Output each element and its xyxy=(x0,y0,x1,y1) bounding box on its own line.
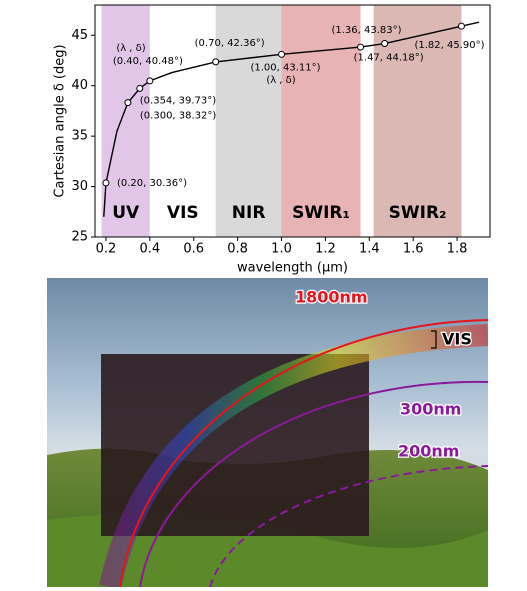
point xyxy=(381,40,389,48)
x-tick-label: 1.0 xyxy=(271,242,292,257)
photo-label: 200nm xyxy=(398,442,459,461)
point-label: (1.00, 43.11°) xyxy=(250,62,320,73)
y-tick-label: 45 xyxy=(71,28,88,43)
annotation: (λ , δ) xyxy=(116,43,145,54)
region-label: SWIR₁ xyxy=(292,203,350,223)
photo-label: 300nm xyxy=(400,400,461,419)
y-tick-label: 40 xyxy=(71,78,88,93)
point-label: (1.36, 43.83°) xyxy=(331,25,401,36)
x-tick-label: 0.8 xyxy=(227,242,248,257)
y-tick-label: 25 xyxy=(71,230,88,245)
point-label: (1.82, 45.90°) xyxy=(414,40,484,51)
point-label: (0.20, 30.36°) xyxy=(117,178,187,189)
point-label: (0.40, 40.48°) xyxy=(113,56,183,67)
point xyxy=(136,84,144,92)
region-label: NIR xyxy=(232,203,266,223)
point xyxy=(102,179,110,187)
region xyxy=(373,5,462,237)
point xyxy=(457,22,465,30)
region-label: VIS xyxy=(167,203,199,223)
y-tick-label: 30 xyxy=(71,179,88,194)
photo-label: 1800nm xyxy=(295,288,368,307)
point-label: (0.300, 38.32°) xyxy=(140,111,217,122)
y-axis-label: Cartesian angle δ (deg) xyxy=(53,44,68,197)
annotation: (λ , δ) xyxy=(266,75,295,86)
x-tick-label: 1.2 xyxy=(315,242,336,257)
point-label: (0.70, 42.36°) xyxy=(195,38,265,49)
point xyxy=(146,77,154,85)
region-label: UV xyxy=(112,203,140,223)
y-tick-label: 35 xyxy=(71,129,88,144)
point xyxy=(212,58,220,66)
point-label: (0.354, 39.73°) xyxy=(140,95,217,106)
point xyxy=(357,43,365,51)
region xyxy=(281,5,361,237)
region xyxy=(149,5,216,237)
photo-label: VIS xyxy=(442,330,472,349)
photo: 1800nm VIS 300nm 200nm xyxy=(47,278,488,587)
point xyxy=(278,50,286,58)
point xyxy=(124,99,132,107)
region-label: SWIR₂ xyxy=(389,203,447,223)
x-tick-label: 0.2 xyxy=(96,242,117,257)
point-label: (1.47, 44.18°) xyxy=(354,53,424,64)
x-tick-label: 1.6 xyxy=(403,242,424,257)
region xyxy=(215,5,282,237)
x-tick-label: 1.8 xyxy=(447,242,468,257)
region xyxy=(101,5,150,237)
x-tick-label: 1.4 xyxy=(359,242,380,257)
x-tick-label: 0.4 xyxy=(140,242,161,257)
x-axis-label: wavelength (μm) xyxy=(237,261,348,276)
x-tick-label: 0.6 xyxy=(183,242,204,257)
plot: UV VIS NIR SWIR₁ SWIR₂ 0.2 0.4 0.6 0.8 1.0 1.2 1.4 1… xyxy=(53,4,491,276)
plot-frame xyxy=(94,4,491,238)
